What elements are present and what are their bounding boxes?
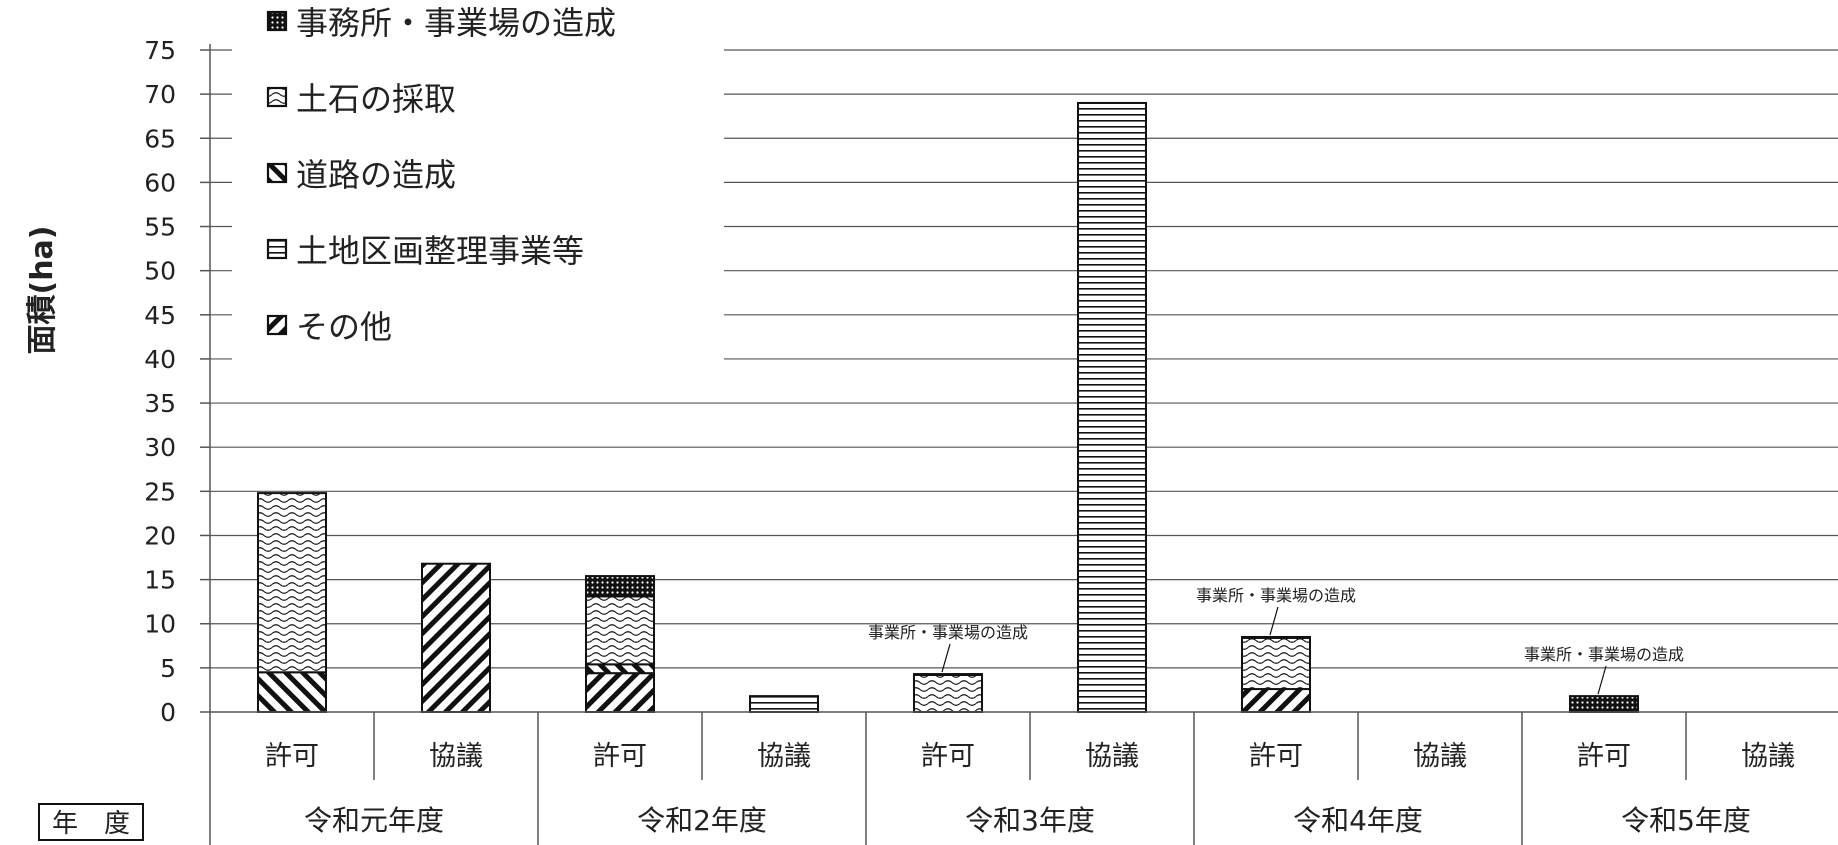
y-axis: 0 5 10 15 20 25 30 35 40 45 50 55 60 65 70 75 [144, 36, 211, 727]
annotation-leader [1269, 606, 1279, 636]
legend-label: 道路の造成 [296, 156, 456, 194]
x-tick-label: 協議 [757, 741, 811, 772]
bar-segment [1569, 695, 1639, 713]
x-group-label: 令和元年度 [304, 804, 444, 837]
bars [257, 101, 1639, 714]
legend-swatch [266, 238, 288, 260]
x-tick-label: 許可 [921, 741, 975, 772]
y-tick-label: 10 [144, 610, 176, 639]
legend-background [232, 0, 724, 372]
bar-segment [913, 673, 983, 676]
corner-label: 年 度 [52, 809, 130, 839]
legend-label: 土石の採取 [296, 80, 456, 118]
bar-segment [585, 663, 655, 675]
legend-label: 事務所・事業場の造成 [296, 4, 616, 42]
annotation-label: 事業所・事業場の造成 [1196, 586, 1356, 605]
y-tick-label: 35 [144, 389, 176, 418]
bar-segment [1241, 635, 1311, 639]
x-tick-label: 許可 [593, 741, 647, 772]
x-tick-label: 許可 [265, 741, 319, 772]
annotation-leader [941, 643, 951, 673]
annotation-leader [1597, 665, 1607, 695]
y-tick-label: 5 [160, 654, 176, 683]
bar-segment [585, 672, 655, 713]
bar-segment [585, 575, 655, 598]
y-tick-label: 55 [144, 213, 176, 242]
bar-segment [913, 673, 983, 713]
y-tick-label: 25 [144, 477, 176, 506]
y-tick-label: 20 [144, 521, 176, 550]
annotation-label: 事業所・事業場の造成 [868, 623, 1028, 642]
corner-label-box [38, 803, 144, 841]
legend-swatch [266, 86, 288, 108]
x-tick-label: 協議 [429, 741, 483, 772]
legend-label: その他 [296, 308, 392, 346]
legend-label: 土地区画整理事業等 [296, 232, 584, 270]
x-tick-label: 許可 [1577, 741, 1631, 772]
bar-segment [1241, 688, 1311, 713]
bar-segment [1241, 636, 1311, 691]
y-tick-label: 30 [144, 433, 176, 462]
bar-segment [585, 595, 655, 666]
x-group-label: 令和5年度 [1621, 804, 1751, 837]
x-group-label: 令和4年度 [1293, 804, 1423, 837]
y-axis-title: 面積(ha) [25, 225, 60, 354]
y-tick-label: 70 [144, 80, 176, 109]
y-tick-label: 40 [144, 345, 176, 374]
y-tick-label: 15 [144, 566, 176, 595]
y-tick-label: 50 [144, 257, 176, 286]
x-group-label: 令和2年度 [637, 804, 767, 837]
bar-segment [257, 492, 327, 674]
x-tick-label: 許可 [1249, 741, 1303, 772]
legend-swatch [266, 10, 288, 32]
bar-segment [1077, 101, 1147, 713]
y-tick-label: 0 [160, 698, 176, 727]
legend-swatch [266, 162, 288, 184]
x-tick-label: 協議 [1741, 741, 1795, 772]
x-tick-label: 協議 [1413, 741, 1467, 772]
bar-segment [421, 562, 491, 713]
legend-swatch [266, 314, 288, 336]
y-tick-label: 45 [144, 301, 176, 330]
y-tick-label: 75 [144, 36, 176, 65]
y-tick-label: 65 [144, 124, 176, 153]
bar-segment [749, 695, 819, 713]
bar-segment [257, 671, 327, 714]
y-tick-label: 60 [144, 168, 176, 197]
x-group-label: 令和3年度 [965, 804, 1095, 837]
annotation-label: 事業所・事業場の造成 [1524, 645, 1684, 664]
x-tick-label: 協議 [1085, 741, 1139, 772]
